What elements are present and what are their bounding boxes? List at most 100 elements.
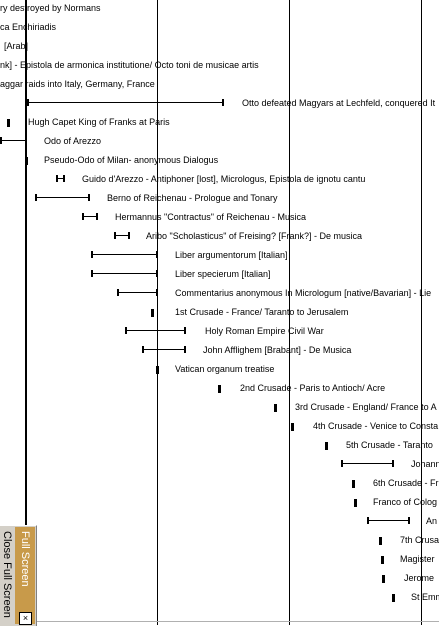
event-point-marker: [25, 157, 28, 165]
timeline-event[interactable]: Hermannus "Contractus" of Reichenau - Mu…: [0, 212, 439, 226]
event-end-cap: [408, 517, 410, 524]
event-point-marker: [379, 537, 382, 545]
timeline-event[interactable]: John Afflighem [Brabant] - De Musica: [0, 345, 439, 359]
event-duration-bar: [35, 194, 90, 201]
event-duration-bar: [125, 327, 186, 334]
timeline-event[interactable]: 3rd Crusade - England/ France to A: [0, 402, 439, 416]
event-label: Franco of Colog: [373, 497, 438, 507]
event-label: Pseudo-Odo of Milan- anonymous Dialogus: [44, 155, 219, 165]
timeline-event[interactable]: 1st Crusade - France/ Taranto to Jerusal…: [0, 307, 439, 321]
timeline-axis-line: [25, 0, 27, 625]
timeline-event[interactable]: ca Enchiriadis: [0, 22, 439, 36]
event-end-cap: [96, 213, 98, 220]
event-label: Liber specierum [Italian]: [175, 269, 271, 279]
timeline-event[interactable]: Liber argumentorum [Italian]: [0, 250, 439, 264]
timeline-event[interactable]: Berno of Reichenau - Prologue and Tonary: [0, 193, 439, 207]
event-point-marker: [151, 309, 154, 317]
timeline-event[interactable]: 7th Crusa: [0, 535, 439, 549]
event-point-marker: [382, 575, 385, 583]
event-start-cap: [82, 213, 84, 220]
event-label: Berno of Reichenau - Prologue and Tonary: [107, 193, 278, 203]
event-end-cap: [128, 232, 130, 239]
event-point-marker: [392, 594, 395, 602]
event-label: Magister: [400, 554, 435, 564]
event-start-cap: [117, 289, 119, 296]
timeline-event[interactable]: Magister: [0, 554, 439, 568]
event-label: Holy Roman Empire Civil War: [205, 326, 324, 336]
event-start-cap: [35, 194, 37, 201]
event-end-cap: [156, 270, 158, 277]
event-duration-bar: [27, 99, 224, 106]
timeline-event[interactable]: Liber specierum [Italian]: [0, 269, 439, 283]
timeline-event[interactable]: Holy Roman Empire Civil War: [0, 326, 439, 340]
timeline-event[interactable]: 4th Crusade - Venice to Consta: [0, 421, 439, 435]
event-end-cap: [156, 251, 158, 258]
event-start-cap: [341, 460, 343, 467]
timeline-gridline: [289, 0, 290, 625]
timeline-event[interactable]: Jerome: [0, 573, 439, 587]
event-start-cap: [0, 137, 2, 144]
event-label: Vatican organum treatise: [175, 364, 275, 374]
event-end-cap: [392, 460, 394, 467]
event-point-marker: [381, 556, 384, 564]
event-label: Jerome: [404, 573, 435, 583]
event-point-marker: [274, 404, 277, 412]
event-point-marker: [325, 442, 328, 450]
timeline-event[interactable]: Hugh Capet King of Franks at Paris: [0, 117, 439, 131]
timeline-event[interactable]: [Arab]: [0, 41, 439, 55]
event-end-cap: [156, 289, 158, 296]
timeline-gridline: [157, 0, 158, 625]
event-label: St Emm: [411, 592, 439, 602]
full-screen-label: Full Screen: [19, 531, 31, 587]
event-start-cap: [125, 327, 127, 334]
close-icon[interactable]: ×: [19, 612, 32, 625]
event-label: 6th Crusade - Fr: [373, 478, 439, 488]
timeline-event[interactable]: 6th Crusade - Fr: [0, 478, 439, 492]
event-start-cap: [91, 270, 93, 277]
event-end-cap: [184, 346, 186, 353]
event-end-cap: [184, 327, 186, 334]
event-label: ry destroyed by Normans: [0, 3, 101, 13]
full-screen-button[interactable]: Full Screen: [15, 527, 35, 624]
event-label: ca Enchiriadis: [0, 22, 57, 32]
fullscreen-control-panel: Close Full Screen Full Screen ×: [0, 525, 37, 626]
event-duration-bar: [117, 289, 158, 296]
timeline-event[interactable]: An: [0, 516, 439, 530]
event-label: Odo of Arezzo: [44, 136, 102, 146]
event-duration-bar: [114, 232, 130, 239]
timeline-event[interactable]: St Emm: [0, 592, 439, 606]
timeline-event[interactable]: ry destroyed by Normans: [0, 3, 439, 17]
timeline-event[interactable]: Guido d'Arezzo - Antiphoner [lost], Micr…: [0, 174, 439, 188]
event-label: Otto defeated Magyars at Lechfeld, conqu…: [242, 98, 436, 108]
timeline-event[interactable]: 2nd Crusade - Paris to Antioch/ Acre: [0, 383, 439, 397]
event-label: 4th Crusade - Venice to Consta: [313, 421, 439, 431]
timeline-event[interactable]: Pseudo-Odo of Milan- anonymous Dialogus: [0, 155, 439, 169]
event-label: nk] - Epistola de armonica institutione/…: [0, 60, 259, 70]
event-start-cap: [142, 346, 144, 353]
timeline-event[interactable]: Vatican organum treatise: [0, 364, 439, 378]
timeline-event[interactable]: aggar raids into Italy, Germany, France: [0, 79, 439, 93]
timeline-event[interactable]: 5th Crusade - Taranto: [0, 440, 439, 454]
event-label: Aribo "Scholasticus" of Freising? [Frank…: [146, 231, 362, 241]
timeline-event[interactable]: Odo of Arezzo: [0, 136, 439, 150]
event-point-marker: [291, 423, 294, 431]
event-start-cap: [56, 175, 58, 182]
event-start-cap: [114, 232, 116, 239]
event-label: Hermannus "Contractus" of Reichenau - Mu…: [115, 212, 306, 222]
timeline-event[interactable]: nk] - Epistola de armonica institutione/…: [0, 60, 439, 74]
timeline-event[interactable]: Aribo "Scholasticus" of Freising? [Frank…: [0, 231, 439, 245]
event-label: 1st Crusade - France/ Taranto to Jerusal…: [175, 307, 349, 317]
close-full-screen-button[interactable]: Close Full Screen: [0, 531, 14, 626]
timeline-event[interactable]: Otto defeated Magyars at Lechfeld, conqu…: [0, 98, 439, 112]
event-label: An: [426, 516, 438, 526]
event-duration-bar: [367, 517, 410, 524]
timeline-event[interactable]: Johann: [0, 459, 439, 473]
event-point-marker: [354, 499, 357, 507]
timeline-event[interactable]: Commentarius anonymous In Micrologum [na…: [0, 288, 439, 302]
event-duration-bar: [82, 213, 98, 220]
event-label: Liber argumentorum [Italian]: [175, 250, 288, 260]
timeline-event[interactable]: Franco of Colog: [0, 497, 439, 511]
event-point-marker: [218, 385, 221, 393]
event-end-cap: [222, 99, 224, 106]
